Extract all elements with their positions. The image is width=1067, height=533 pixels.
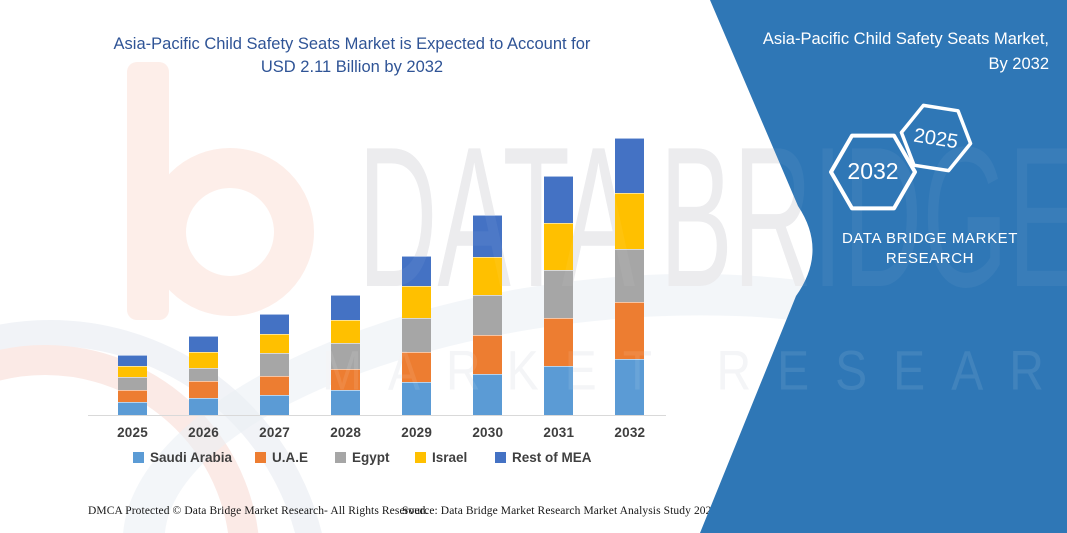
bar-segment-saudi-arabia-2026 bbox=[189, 397, 219, 415]
bar-segment-egypt-2030 bbox=[473, 295, 503, 335]
bar-segment-u-a-e-2029 bbox=[402, 351, 432, 383]
x-axis-label-2032: 2032 bbox=[614, 425, 646, 440]
bar-segment-egypt-2025 bbox=[118, 376, 147, 391]
legend-item-rest-of-mea: Rest of MEA bbox=[495, 450, 592, 465]
bar-segment-saudi-arabia-2030 bbox=[473, 374, 503, 415]
bar-segment-rest-of-mea-2032 bbox=[615, 137, 645, 193]
x-axis-label-2026: 2026 bbox=[188, 425, 219, 440]
hexagon-2032: 2032 bbox=[829, 133, 917, 211]
bar-segment-egypt-2031 bbox=[544, 270, 574, 318]
legend-swatch-icon bbox=[133, 452, 144, 463]
chart-legend: Saudi Arabia U.A.E Egypt Israel Rest of MEA bbox=[0, 450, 700, 474]
bar-segment-israel-2028 bbox=[331, 320, 361, 343]
bar-segment-israel-2027 bbox=[260, 333, 290, 354]
panel-title: Asia-Pacific Child Safety Seats Market, … bbox=[719, 27, 1049, 77]
bar-segment-u-a-e-2030 bbox=[473, 334, 503, 375]
legend-item-israel: Israel bbox=[415, 450, 467, 465]
x-axis-label-2031: 2031 bbox=[543, 425, 575, 440]
panel-title-line1: Asia-Pacific Child Safety Seats Market, bbox=[762, 30, 1049, 48]
bar-segment-israel-2032 bbox=[615, 192, 645, 250]
stacked-bar-2027 bbox=[260, 313, 290, 415]
bar-segment-rest-of-mea-2025 bbox=[118, 354, 147, 367]
legend-label: Israel bbox=[432, 450, 468, 465]
chart-plot-area: 2025 2026 2027 2028 2029 2030 2031 2032 bbox=[88, 130, 666, 440]
hexagon-badges: 2032 2025 bbox=[829, 103, 973, 211]
bar-segment-rest-of-mea-2027 bbox=[260, 313, 290, 334]
legend-label: Rest of MEA bbox=[512, 450, 592, 465]
bar-segment-israel-2025 bbox=[118, 366, 147, 377]
bar-segment-u-a-e-2028 bbox=[331, 369, 361, 390]
bar-segment-saudi-arabia-2028 bbox=[331, 390, 361, 415]
brand-line2: RESEARCH bbox=[885, 250, 975, 267]
bar-segment-israel-2029 bbox=[402, 286, 432, 318]
footer-source-text: Source: Data Bridge Market Research Mark… bbox=[402, 505, 718, 517]
brand-line1: DATA BRIDGE MARKET bbox=[841, 230, 1019, 247]
legend-item-u-a-e: U.A.E bbox=[255, 450, 308, 465]
legend-label: Saudi Arabia bbox=[150, 450, 233, 465]
x-axis-label-2030: 2030 bbox=[472, 425, 504, 440]
bar-segment-egypt-2028 bbox=[331, 342, 361, 369]
stacked-bar-2031 bbox=[544, 175, 574, 415]
legend-item-egypt: Egypt bbox=[335, 450, 390, 465]
bar-segment-saudi-arabia-2027 bbox=[260, 395, 290, 415]
legend-swatch-icon bbox=[495, 452, 506, 463]
stacked-bar-2030 bbox=[473, 215, 503, 415]
hexagon-2032-label: 2032 bbox=[847, 158, 898, 184]
bar-segment-rest-of-mea-2030 bbox=[473, 215, 503, 258]
x-axis-line bbox=[88, 415, 666, 416]
bar-segment-egypt-2026 bbox=[189, 367, 219, 381]
legend-swatch-icon bbox=[335, 452, 346, 463]
bar-segment-israel-2030 bbox=[473, 257, 503, 296]
hexagon-2025-label: 2025 bbox=[912, 125, 959, 154]
bar-segment-u-a-e-2027 bbox=[260, 375, 290, 396]
x-axis-label-2027: 2027 bbox=[259, 425, 291, 440]
stacked-bar-2025 bbox=[118, 354, 147, 415]
brand-wordmark: DATA BRIDGE MARKET RESEARCH bbox=[810, 229, 1050, 269]
bar-segment-u-a-e-2031 bbox=[544, 317, 574, 367]
bar-segment-israel-2026 bbox=[189, 351, 219, 368]
bar-segment-rest-of-mea-2031 bbox=[544, 175, 574, 224]
chart-title-line1: Asia-Pacific Child Safety Seats Market i… bbox=[113, 35, 591, 53]
chart-title: Asia-Pacific Child Safety Seats Market i… bbox=[72, 33, 632, 79]
bar-segment-egypt-2027 bbox=[260, 353, 290, 376]
bar-segment-saudi-arabia-2025 bbox=[118, 401, 147, 415]
legend-label: U.A.E bbox=[272, 450, 309, 465]
legend-swatch-icon bbox=[415, 452, 426, 463]
x-axis-label-2025: 2025 bbox=[117, 425, 148, 440]
footer-dmca-text: DMCA Protected © Data Bridge Market Rese… bbox=[88, 505, 429, 517]
bar-segment-u-a-e-2026 bbox=[189, 380, 219, 398]
legend-swatch-icon bbox=[255, 452, 266, 463]
bar-segment-israel-2031 bbox=[544, 223, 574, 271]
x-axis-label-2028: 2028 bbox=[330, 425, 362, 440]
stacked-bar-2026 bbox=[189, 336, 219, 415]
stacked-bar-2028 bbox=[331, 295, 361, 415]
bar-segment-rest-of-mea-2028 bbox=[331, 295, 361, 321]
right-panel-background bbox=[700, 0, 1067, 533]
legend-label: Egypt bbox=[352, 450, 390, 465]
stacked-bar-2032 bbox=[615, 137, 645, 415]
bar-segment-egypt-2029 bbox=[402, 317, 432, 352]
legend-item-saudi-arabia: Saudi Arabia bbox=[133, 450, 232, 465]
bar-segment-u-a-e-2025 bbox=[118, 390, 147, 402]
chart-title-line2: USD 2.11 Billion by 2032 bbox=[260, 58, 444, 76]
bar-segment-saudi-arabia-2032 bbox=[615, 358, 645, 415]
bar-segment-egypt-2032 bbox=[615, 249, 645, 302]
x-axis-label-2029: 2029 bbox=[401, 425, 433, 440]
bar-segment-saudi-arabia-2029 bbox=[402, 382, 432, 415]
stacked-bar-2029 bbox=[402, 255, 432, 415]
bar-segment-u-a-e-2032 bbox=[615, 302, 645, 359]
bar-segment-saudi-arabia-2031 bbox=[544, 366, 574, 415]
bar-segment-rest-of-mea-2029 bbox=[402, 255, 432, 287]
panel-title-line2: By 2032 bbox=[988, 55, 1049, 73]
bar-segment-rest-of-mea-2026 bbox=[189, 336, 219, 352]
